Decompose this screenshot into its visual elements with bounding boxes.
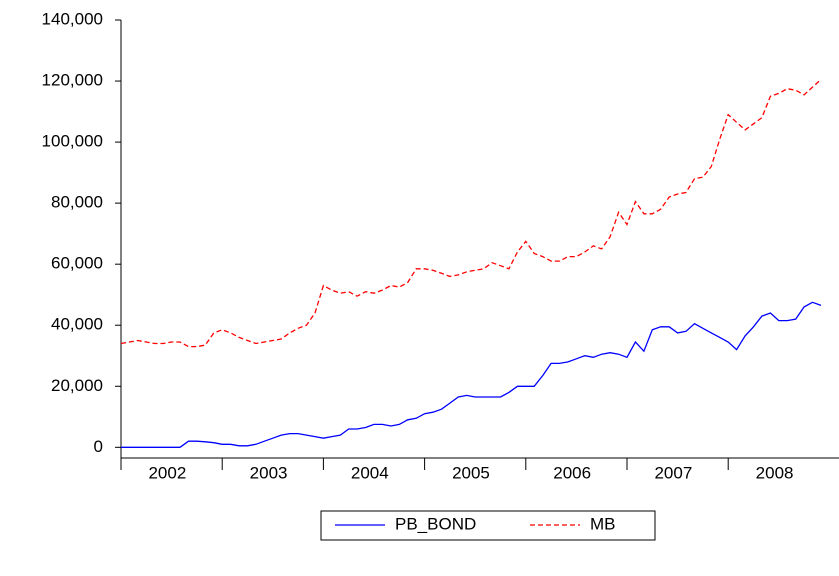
x-tick-label: 2008 <box>756 463 794 482</box>
x-tick-label: 2003 <box>250 463 288 482</box>
y-tick-label: 80,000 <box>51 193 103 212</box>
x-tick-label: 2006 <box>553 463 591 482</box>
x-tick-label: 2004 <box>351 463 389 482</box>
legend-label: MB <box>590 514 616 533</box>
y-tick-label: 40,000 <box>51 315 103 334</box>
series-line <box>121 301 822 448</box>
legend-label: PB_BOND <box>395 514 476 533</box>
y-tick-label: 60,000 <box>51 254 103 273</box>
series-line <box>120 79 822 348</box>
y-tick-label: 100,000 <box>42 132 103 151</box>
x-tick-label: 2002 <box>148 463 186 482</box>
y-tick-label: 0 <box>94 437 103 456</box>
y-tick-label: 140,000 <box>42 9 103 28</box>
x-tick-label: 2005 <box>452 463 490 482</box>
x-tick-label: 2007 <box>654 463 692 482</box>
y-tick-label: 20,000 <box>51 376 103 395</box>
y-tick-label: 120,000 <box>42 71 103 90</box>
